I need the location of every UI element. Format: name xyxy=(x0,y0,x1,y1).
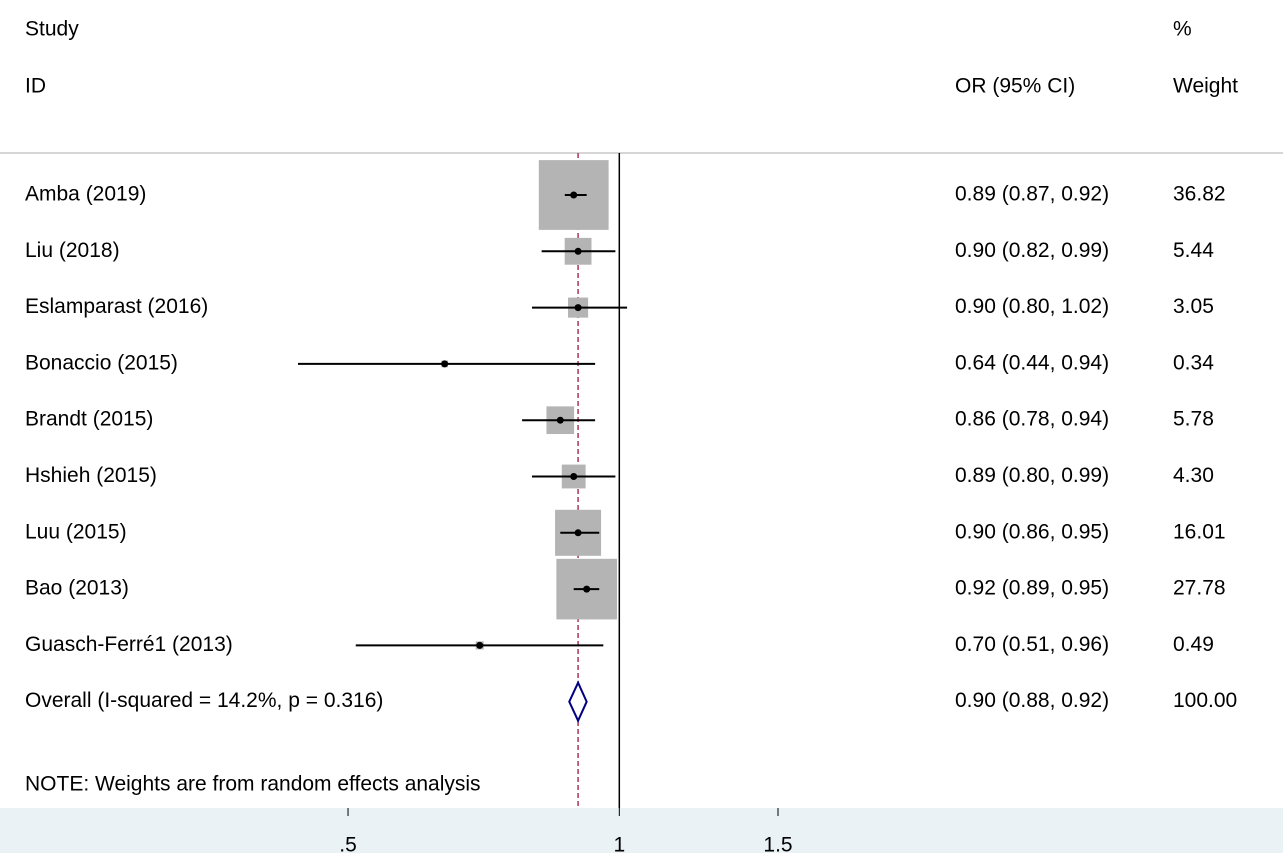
header-pct: % xyxy=(1173,18,1192,41)
study-label: Liu (2018) xyxy=(25,239,120,262)
point xyxy=(556,416,564,424)
ci-label: 0.89 (0.80, 0.99) xyxy=(955,464,1109,487)
study-label: Amba (2019) xyxy=(25,183,146,206)
point xyxy=(570,191,578,199)
point xyxy=(583,585,591,593)
x-tick-label: 1 xyxy=(613,834,625,853)
ci-label: 0.90 (0.86, 0.95) xyxy=(955,520,1109,543)
point xyxy=(476,641,484,649)
ci-label: 0.70 (0.51, 0.96) xyxy=(955,633,1109,656)
point xyxy=(574,247,582,255)
header-id: ID xyxy=(25,75,46,98)
header-study: Study xyxy=(25,18,79,41)
x-tick-label: 1.5 xyxy=(763,834,792,853)
overall-ci-label: 0.90 (0.88, 0.92) xyxy=(955,689,1109,712)
study-label: Bao (2013) xyxy=(25,577,129,600)
overall-weight-label: 100.00 xyxy=(1173,689,1237,712)
weight-label: 27.78 xyxy=(1173,577,1226,600)
weight-label: 3.05 xyxy=(1173,295,1214,318)
ci-label: 0.92 (0.89, 0.95) xyxy=(955,577,1109,600)
point xyxy=(574,529,582,537)
study-label: Brandt (2015) xyxy=(25,408,153,431)
weight-label: 36.82 xyxy=(1173,183,1226,206)
study-label: Eslamparast (2016) xyxy=(25,295,208,318)
study-label: Bonaccio (2015) xyxy=(25,351,178,374)
x-tick-label: .5 xyxy=(339,834,357,853)
weight-label: 5.44 xyxy=(1173,239,1214,262)
ci-label: 0.90 (0.82, 0.99) xyxy=(955,239,1109,262)
weight-label: 0.49 xyxy=(1173,633,1214,656)
study-label: Guasch-Ferré1 (2013) xyxy=(25,633,233,656)
study-label: Hshieh (2015) xyxy=(25,464,157,487)
weight-label: 0.34 xyxy=(1173,351,1214,374)
overall-label: Overall (I-squared = 14.2%, p = 0.316) xyxy=(25,689,383,712)
weight-label: 16.01 xyxy=(1173,520,1226,543)
ci-label: 0.86 (0.78, 0.94) xyxy=(955,408,1109,431)
weight-label: 4.30 xyxy=(1173,464,1214,487)
overall-diamond xyxy=(568,680,588,724)
study-label: Luu (2015) xyxy=(25,520,127,543)
point xyxy=(570,473,578,480)
note: NOTE: Weights are from random effects an… xyxy=(25,773,481,796)
header-or: OR (95% CI) xyxy=(955,75,1075,98)
point xyxy=(441,360,449,368)
header-weight: Weight xyxy=(1173,75,1238,98)
axis-band xyxy=(0,808,1283,853)
ci-label: 0.64 (0.44, 0.94) xyxy=(955,351,1109,374)
ci-label: 0.90 (0.80, 1.02) xyxy=(955,295,1109,318)
weight-label: 5.78 xyxy=(1173,408,1214,431)
ci-label: 0.89 (0.87, 0.92) xyxy=(955,183,1109,206)
point xyxy=(574,304,582,312)
